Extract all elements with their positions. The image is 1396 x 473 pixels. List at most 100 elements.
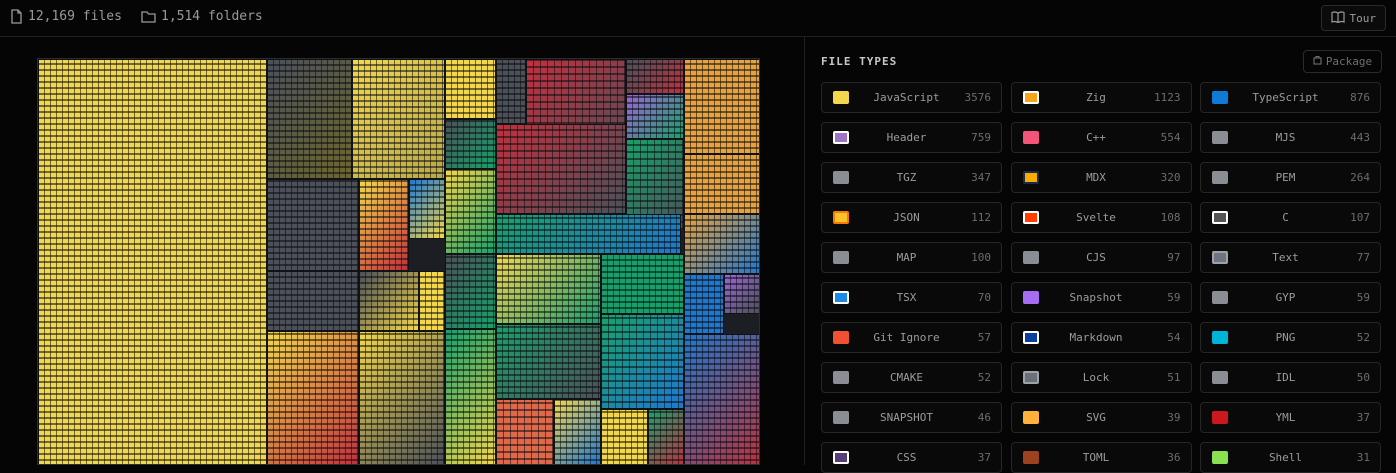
treemap-folder[interactable] <box>267 331 359 464</box>
file-type-name: TOML <box>1082 451 1110 464</box>
file-type-item[interactable]: CMAKE 52 <box>821 362 1002 393</box>
file-type-count: 50 <box>1356 371 1370 384</box>
color-swatch <box>833 451 849 464</box>
treemap-folder[interactable] <box>419 271 445 331</box>
folders-count: 1,514 folders <box>141 9 263 24</box>
file-type-item[interactable]: Markdown 54 <box>1010 322 1192 353</box>
treemap-folder[interactable] <box>38 59 267 464</box>
color-swatch <box>833 91 849 104</box>
file-type-name: JSON <box>893 211 920 224</box>
file-type-count: 347 <box>971 171 991 184</box>
file-type-item[interactable]: Git Ignore 57 <box>821 322 1002 353</box>
treemap-folder[interactable] <box>267 271 359 331</box>
treemap-folder[interactable] <box>684 214 759 274</box>
treemap-folder[interactable] <box>601 314 684 409</box>
file-type-name: C++ <box>1086 131 1106 144</box>
treemap-folder[interactable] <box>496 214 681 254</box>
file-type-name: Lock <box>1082 371 1110 384</box>
color-swatch <box>833 291 849 304</box>
file-type-item[interactable]: PNG 52 <box>1200 322 1381 353</box>
file-type-count: 264 <box>1350 171 1370 184</box>
treemap-folder[interactable] <box>445 119 496 169</box>
file-type-item[interactable]: Zig 1123 <box>1010 82 1192 113</box>
file-type-item[interactable]: Snapshot 59 <box>1010 282 1192 313</box>
treemap-folder[interactable] <box>359 331 445 464</box>
file-type-item[interactable]: Svelte 108 <box>1010 202 1192 233</box>
treemap-folder[interactable] <box>684 59 759 154</box>
file-type-name: MAP <box>896 251 917 264</box>
file-type-item[interactable]: JavaScript 3576 <box>821 82 1002 113</box>
treemap-folder[interactable] <box>445 329 496 464</box>
color-swatch <box>1022 411 1039 424</box>
file-type-item[interactable]: Text 77 <box>1200 242 1381 273</box>
file-type-item[interactable]: TOML 36 <box>1010 442 1192 473</box>
treemap-folder[interactable] <box>626 94 684 139</box>
color-swatch <box>1212 171 1228 184</box>
treemap-folder[interactable] <box>409 179 445 239</box>
file-type-item[interactable]: TGZ 347 <box>821 162 1002 193</box>
file-type-item[interactable]: Lock 51 <box>1010 362 1192 393</box>
treemap-folder[interactable] <box>684 274 724 334</box>
treemap-folder[interactable] <box>601 254 684 314</box>
file-type-item[interactable]: IDL 50 <box>1200 362 1381 393</box>
file-type-item[interactable]: TypeScript 876 <box>1200 82 1381 113</box>
treemap-folder[interactable] <box>267 59 352 179</box>
color-swatch <box>833 331 849 344</box>
file-type-item[interactable]: MDX 320 <box>1010 162 1192 193</box>
package-button[interactable]: Package <box>1303 50 1382 73</box>
treemap-folder[interactable] <box>684 334 759 464</box>
treemap-folder[interactable] <box>445 169 496 254</box>
treemap-folder[interactable] <box>496 124 626 214</box>
treemap-folder[interactable] <box>684 154 759 214</box>
file-type-name: Git Ignore <box>873 331 940 344</box>
file-type-count: 70 <box>977 291 991 304</box>
treemap-folder[interactable] <box>445 254 496 329</box>
treemap-folder[interactable] <box>496 324 601 399</box>
package-icon <box>1313 55 1322 68</box>
file-type-item[interactable]: PEM 264 <box>1200 162 1381 193</box>
file-type-name: CMAKE <box>889 371 924 384</box>
treemap-folder[interactable] <box>626 59 684 94</box>
file-type-item[interactable]: Header 759 <box>821 122 1002 153</box>
file-treemap[interactable] <box>37 58 760 465</box>
file-type-name: Shell <box>1268 451 1303 464</box>
file-type-name: PNG <box>1275 331 1296 344</box>
treemap-folder[interactable] <box>445 59 496 119</box>
file-type-name: MJS <box>1275 131 1296 144</box>
tour-button[interactable]: Tour <box>1320 5 1386 31</box>
file-type-name: TGZ <box>896 171 917 184</box>
treemap-folder[interactable] <box>359 179 409 271</box>
file-type-item[interactable]: C++ 554 <box>1010 122 1192 153</box>
file-type-item[interactable]: MAP 100 <box>821 242 1002 273</box>
color-swatch <box>833 211 849 224</box>
treemap-folder[interactable] <box>267 179 359 271</box>
panel-divider <box>804 37 805 465</box>
treemap-folder[interactable] <box>496 254 601 324</box>
file-type-item[interactable]: CSS 37 <box>821 442 1002 473</box>
treemap-folder[interactable] <box>352 59 445 179</box>
files-count-label: 12,169 files <box>28 9 122 24</box>
file-type-item[interactable]: CJS 97 <box>1010 242 1192 273</box>
file-type-item[interactable]: SNAPSHOT 46 <box>821 402 1002 433</box>
files-count: 12,169 files <box>10 9 122 24</box>
treemap-folder[interactable] <box>496 59 526 124</box>
file-type-item[interactable]: C 107 <box>1200 202 1381 233</box>
file-type-name: CSS <box>896 451 917 464</box>
file-type-item[interactable]: TSX 70 <box>821 282 1002 313</box>
file-type-item[interactable]: GYP 59 <box>1200 282 1381 313</box>
file-type-item[interactable]: MJS 443 <box>1200 122 1381 153</box>
folders-count-label: 1,514 folders <box>161 9 263 24</box>
treemap-folder[interactable] <box>554 399 601 464</box>
treemap-folder[interactable] <box>648 409 684 464</box>
file-type-item[interactable]: Shell 31 <box>1200 442 1381 473</box>
file-type-name: Zig <box>1086 91 1106 104</box>
treemap-folder[interactable] <box>601 409 648 464</box>
treemap-folder[interactable] <box>359 271 419 331</box>
treemap-folder[interactable] <box>496 399 554 464</box>
file-type-item[interactable]: SVG 39 <box>1010 402 1192 433</box>
file-type-item[interactable]: YML 37 <box>1200 402 1381 433</box>
file-type-item[interactable]: JSON 112 <box>821 202 1002 233</box>
treemap-folder[interactable] <box>724 274 759 314</box>
treemap-folder[interactable] <box>626 139 684 229</box>
color-swatch <box>1212 371 1228 384</box>
